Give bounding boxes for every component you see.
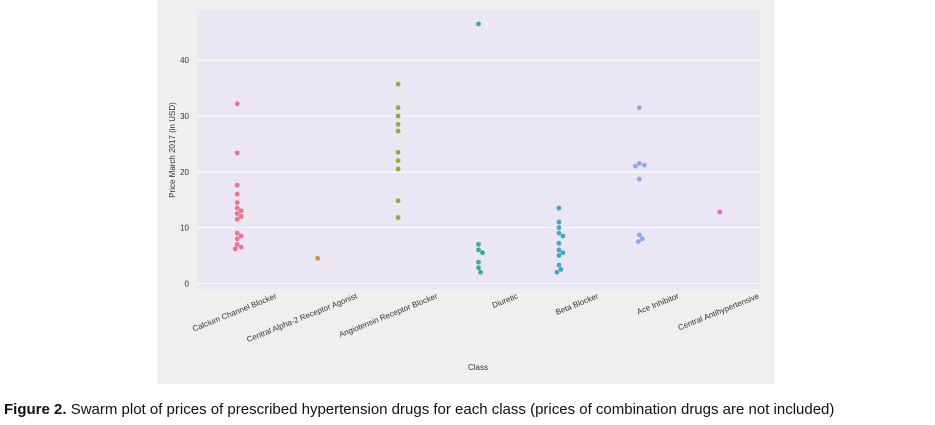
point: [395, 158, 401, 164]
point: [632, 163, 638, 169]
y-tick-label: 20: [180, 168, 189, 177]
point: [560, 250, 566, 256]
point: [234, 191, 240, 197]
point: [717, 209, 723, 215]
point: [234, 241, 240, 247]
caption-label: Figure 2.: [4, 401, 67, 418]
point: [232, 246, 238, 252]
caption: Figure 2. Swarm plot of prices of prescr…: [4, 401, 834, 418]
point: [395, 105, 401, 111]
y-axis-title: Price March 2017 (in USD): [168, 102, 177, 198]
point: [238, 208, 244, 214]
point: [395, 113, 401, 119]
point: [395, 215, 401, 220]
point: [238, 214, 244, 219]
point: [641, 162, 647, 168]
point: [558, 267, 564, 272]
point: [556, 240, 562, 246]
y-tick-label: 40: [180, 56, 189, 65]
point: [556, 219, 562, 225]
point: [395, 166, 401, 172]
point: [636, 176, 642, 182]
point: [234, 150, 240, 156]
point: [476, 265, 481, 271]
caption-text: Swarm plot of prices of prescribed hyper…: [70, 401, 835, 418]
point: [476, 259, 481, 265]
point: [234, 101, 240, 107]
point: [476, 247, 481, 253]
point: [234, 230, 240, 236]
point: [234, 236, 240, 242]
point: [395, 198, 401, 204]
point: [480, 250, 485, 256]
point: [560, 233, 566, 239]
point: [395, 128, 401, 134]
point: [238, 244, 244, 250]
point: [234, 205, 240, 211]
point: [234, 216, 240, 222]
point: [234, 200, 240, 205]
point: [635, 239, 641, 244]
point: [234, 211, 240, 217]
point: [395, 81, 401, 87]
point: [556, 230, 562, 236]
plot-area: [197, 10, 760, 289]
y-tick-label: 10: [180, 224, 189, 233]
point: [556, 262, 562, 268]
point: [234, 182, 240, 188]
point: [636, 161, 642, 166]
point: [636, 105, 642, 111]
point: [556, 247, 562, 253]
point: [636, 232, 642, 238]
point: [238, 233, 244, 239]
point: [478, 269, 483, 275]
point: [556, 253, 562, 258]
point: [315, 255, 321, 261]
point: [556, 225, 562, 231]
point: [395, 121, 401, 127]
x-axis-title: Class: [468, 363, 488, 372]
point: [476, 21, 481, 27]
point: [556, 205, 562, 211]
point: [554, 269, 560, 275]
y-tick-label: 0: [185, 279, 190, 288]
point: [476, 241, 481, 247]
point: [395, 149, 401, 155]
point: [639, 236, 645, 242]
y-tick-label: 30: [180, 112, 189, 121]
